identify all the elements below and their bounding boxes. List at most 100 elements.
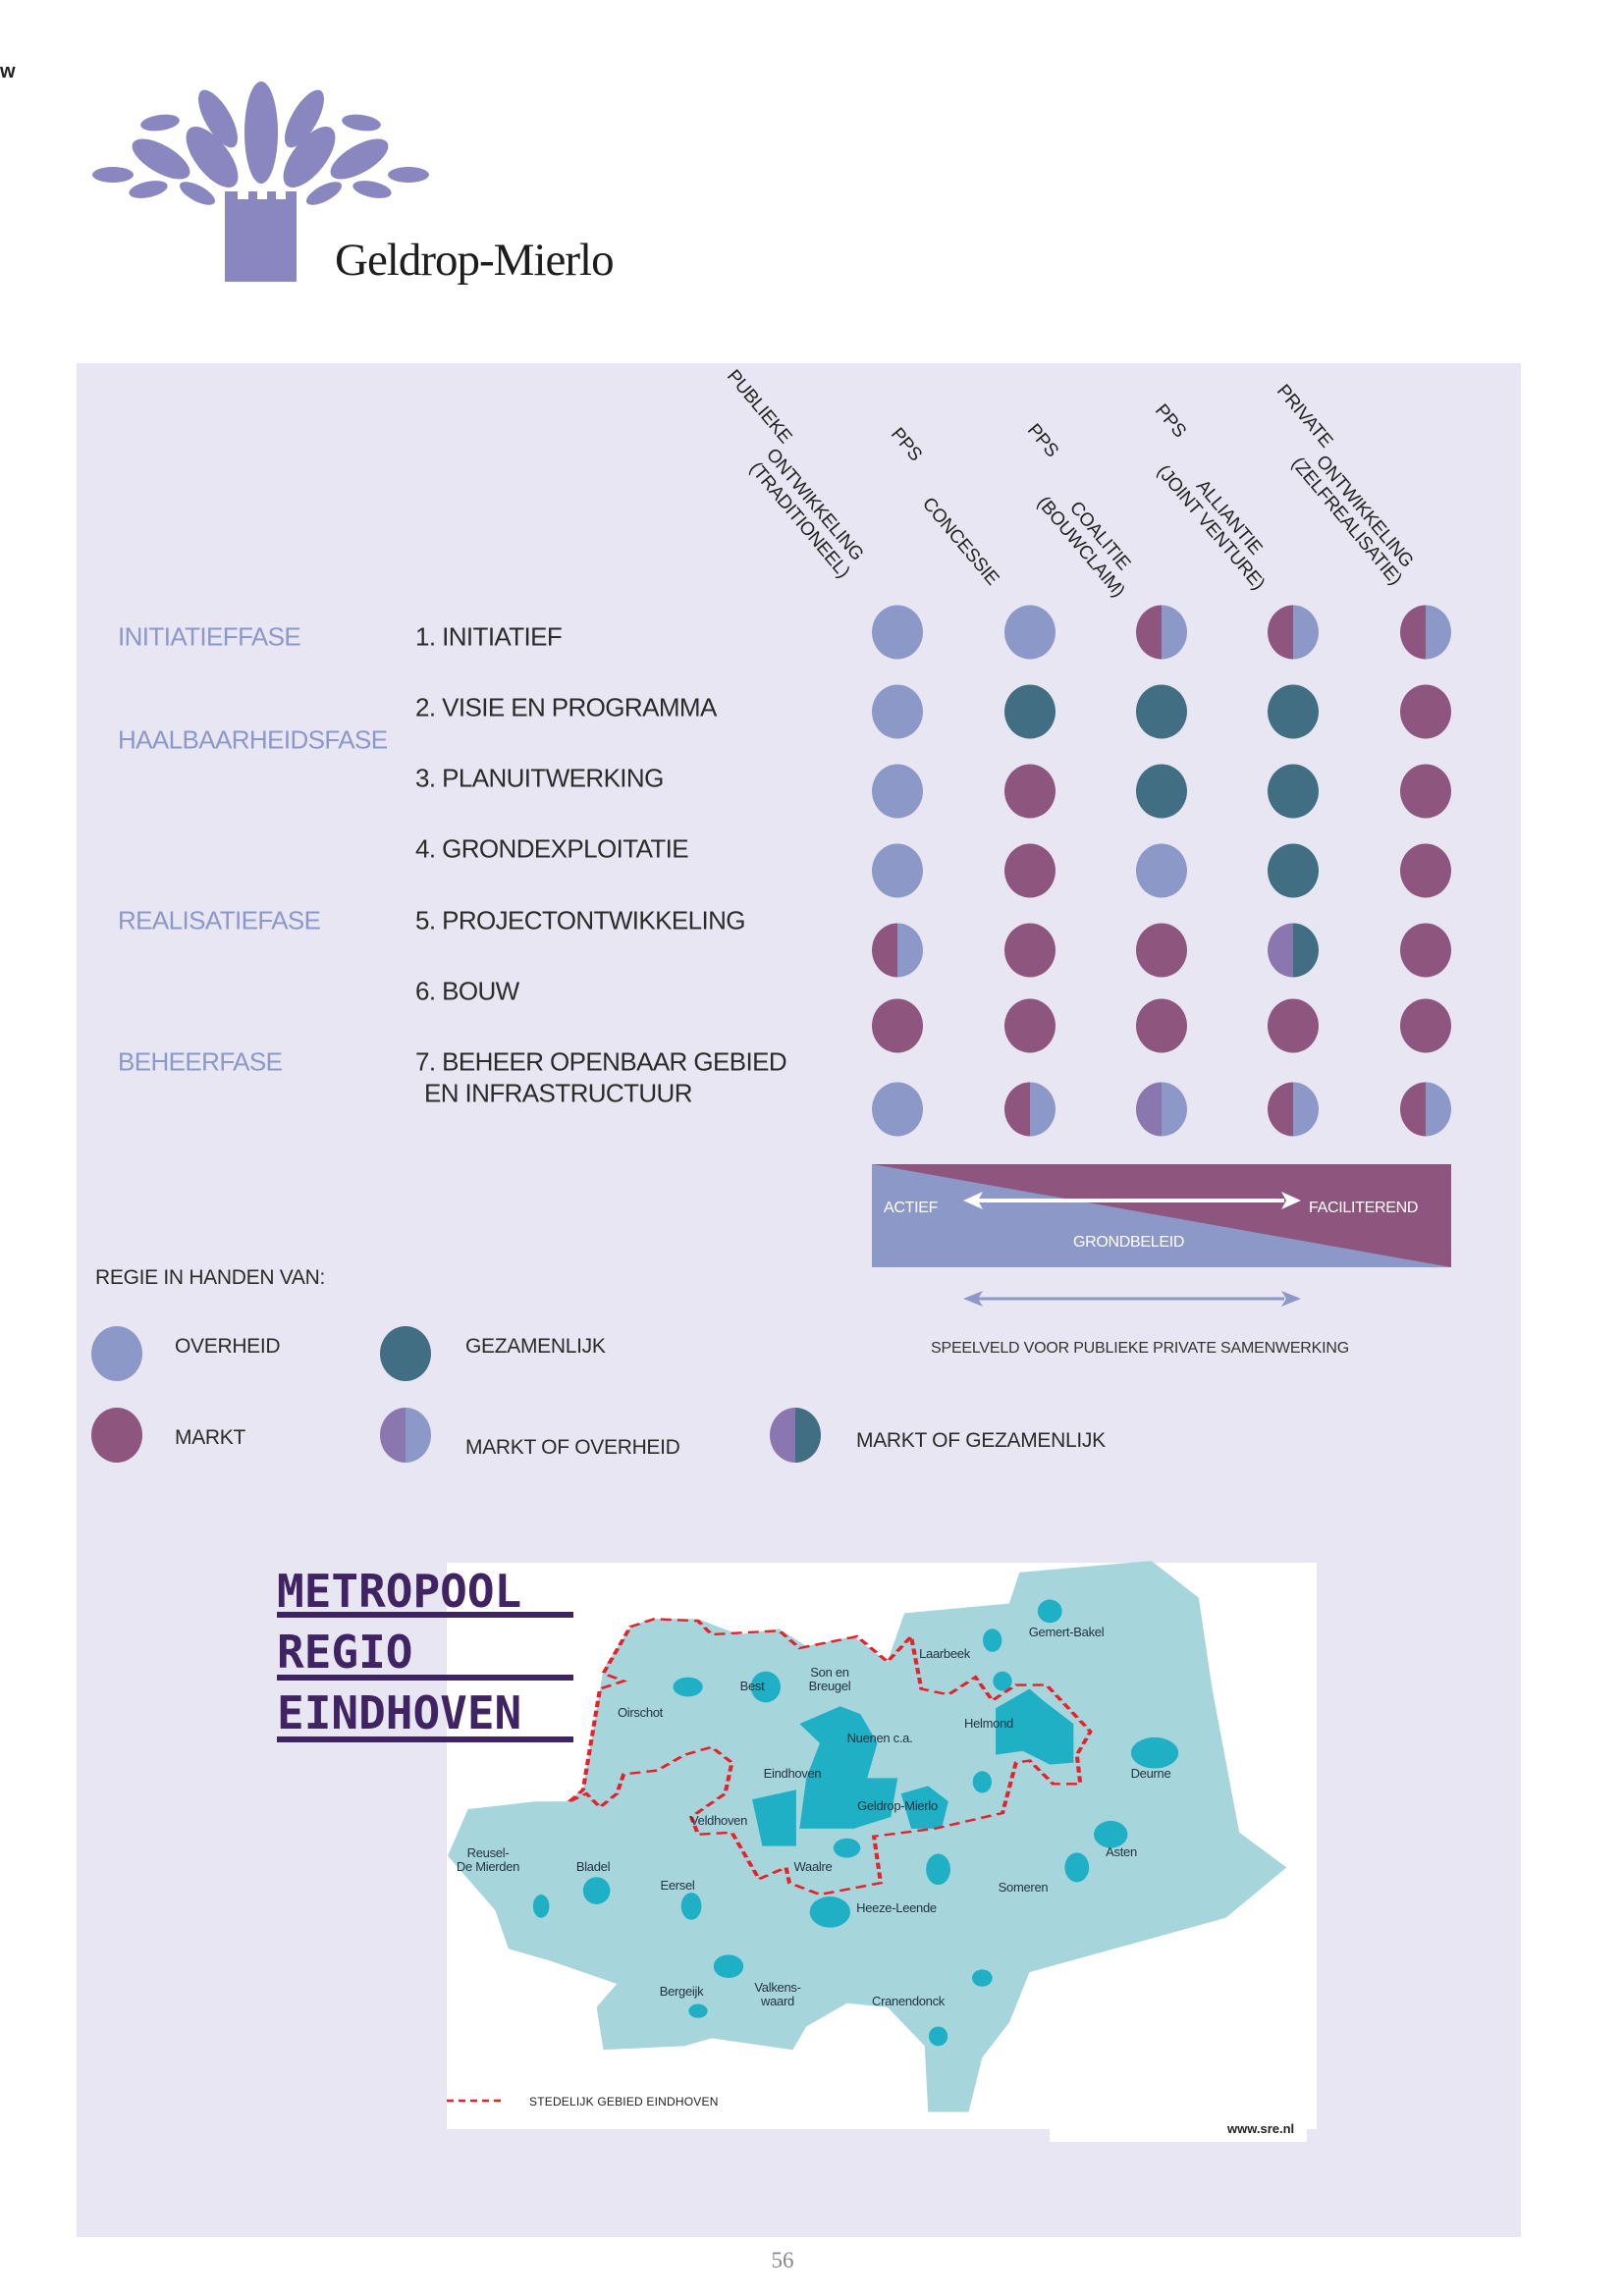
town-label: Oirschot [617,1705,664,1720]
boundary-legend-label: STEDELIJK GEBIED EINDHOVEN [529,2095,719,2109]
step-label: 1. INITIATIEF [415,621,563,652]
town-label: Asten [1106,1844,1137,1859]
legend-label: MARKT [175,1426,246,1449]
regie-dot [1004,843,1056,898]
regie-dot [1004,764,1056,819]
town-label: Waalre [793,1859,833,1874]
regie-dot [1268,923,1319,978]
faciliterend-label: FACILITEREND [1309,1200,1419,1216]
regie-dot [1136,764,1187,819]
phase-label: HAALBAARHEIDSFASE [118,724,388,755]
regie-dot [872,764,923,819]
double-arrow-white [963,1192,1301,1209]
map-source: www.sre.nl [1227,2121,1295,2136]
actief-label: ACTIEF [884,1200,939,1216]
regie-dot [1004,1082,1056,1137]
regie-dot [872,923,923,978]
regie-dot [1136,605,1187,660]
corner-mark: w [0,61,16,82]
logo-wordmark: Geldrop-Mierlo [335,235,615,286]
regie-dot [1268,684,1319,739]
stedelijk-gebied-boundary [568,1618,1093,1896]
regie-dot [1004,998,1056,1053]
phase-label: REALISATIEFASE [118,905,321,935]
step-label: 2. VISIE EN PROGRAMMA [415,692,717,722]
phase-label: INITIATIEFFASE [118,621,301,652]
regie-dot [1400,923,1451,978]
town-label: Cranendonck [871,1994,946,2008]
urban-areas [532,1599,1179,2047]
regie-dot [1400,684,1451,739]
step-label-continued: EN INFRASTRUCTUUR [424,1078,693,1108]
town-label: Reusel- De Mierden [456,1845,520,1874]
town-label: Gemert-Bakel [1028,1625,1105,1639]
metropool-logo-line: EINDHOVEN [277,1686,522,1739]
map-background-extension [1050,2120,1307,2142]
regie-dot [1268,764,1319,819]
legend-swatch [770,1408,821,1463]
regie-dot [1268,1082,1319,1137]
regie-dot [872,605,923,660]
town-label: Someren [998,1880,1049,1895]
region-land [448,1561,1287,2112]
town-label: Geldrop-Mierlo [857,1798,938,1813]
regie-dot [872,998,923,1053]
regie-dot [872,843,923,898]
legend-swatch [380,1326,431,1381]
regie-dot [1136,1082,1187,1137]
town-label: Son en Breugel [808,1665,851,1693]
town-label: Eersel [660,1878,695,1893]
regie-dot [1004,605,1056,660]
step-label: 7. BEHEER OPENBAAR GEBIED [415,1046,787,1077]
step-label: 6. BOUW [415,976,519,1006]
grondbeleid-bar-faciliterend [872,1164,1451,1267]
metropool-logo-rule [277,1612,573,1618]
regie-dot [1400,605,1451,660]
legend-label: MARKT OF OVERHEID [465,1436,680,1459]
geldrop-mierlo-tree-logo [92,81,429,282]
metropool-logo-line: METROPOOL [277,1565,522,1618]
regie-dot [1268,998,1319,1053]
legend-swatch [380,1408,431,1463]
regie-dot [1004,684,1056,739]
legend-swatch [91,1408,142,1463]
grondbeleid-diagram [872,1164,1451,1307]
speelveld-label: SPEELVELD VOOR PUBLIEKE PRIVATE SAMENWER… [931,1340,1349,1357]
town-label: Helmond [964,1716,1013,1731]
regie-dot [1268,605,1319,660]
legend-title: REGIE IN HANDEN VAN: [95,1266,325,1289]
legend-swatch [91,1326,142,1381]
regie-dot [1400,998,1451,1053]
town-label: Deurne [1130,1766,1171,1781]
double-arrow-speelveld [963,1291,1301,1307]
town-label: Laarbeek [919,1646,970,1661]
town-label: Valkens- waard [754,1980,801,2008]
regie-dot [1400,1082,1451,1137]
regie-dot [1400,764,1451,819]
regie-dot [872,1082,923,1137]
page-number: 56 [771,2248,794,2272]
metropool-logo-rule [277,1736,573,1742]
town-label: Eindhoven [763,1766,822,1781]
regie-dot [1136,843,1187,898]
regie-dot [1004,923,1056,978]
step-label: 5. PROJECTONTWIKKELING [415,905,746,935]
regie-dot [1400,843,1451,898]
town-label: Nuenen c.a. [846,1731,913,1745]
town-label: Bergeijk [659,1984,704,1999]
regie-dot [1268,843,1319,898]
regie-dot [1136,684,1187,739]
region-map [447,1561,1287,2112]
regie-dot [1136,923,1187,978]
step-label: 4. GRONDEXPLOITATIE [415,833,689,864]
phase-label: BEHEERFASE [118,1046,283,1077]
metropool-logo-line: REGIO [277,1626,413,1679]
regie-dot [872,684,923,739]
town-label: Best [739,1679,765,1693]
town-label: Heeze-Leende [856,1900,937,1915]
legend-label: GEZAMENLIJK [465,1335,606,1358]
regie-dot [1136,998,1187,1053]
grondbeleid-label: GRONDBELEID [1073,1234,1185,1251]
town-label: Veldhoven [689,1813,748,1828]
step-label: 3. PLANUITWERKING [415,763,664,793]
